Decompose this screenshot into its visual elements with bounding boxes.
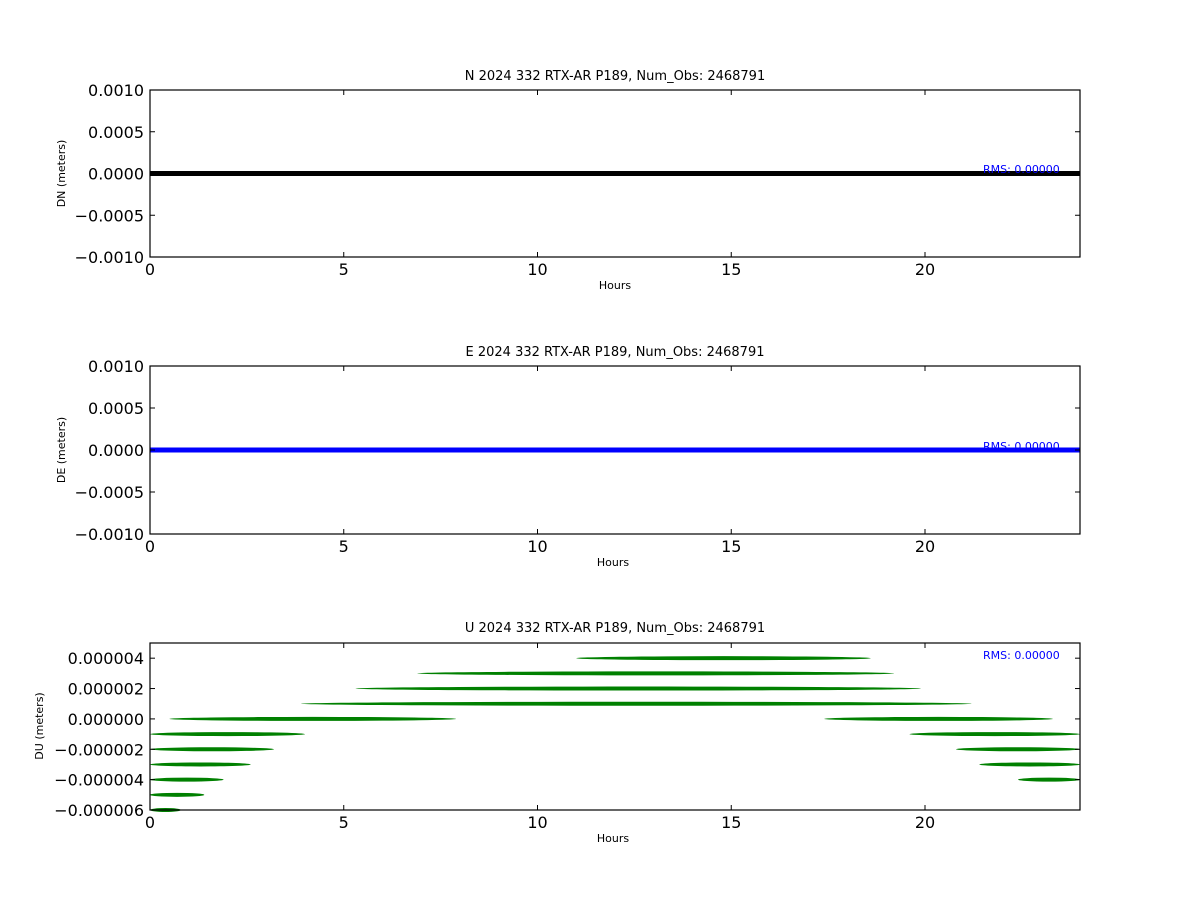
data-band	[169, 716, 457, 721]
y-tick-label: 0.0010	[88, 357, 144, 376]
x-axis: 0 5 10 15 20	[145, 90, 935, 279]
data-band	[150, 792, 205, 797]
x-axis: 0 5 10 15 20	[145, 643, 935, 832]
x-axis-label: Hours	[599, 279, 631, 292]
y-tick-label: 0.000002	[68, 680, 144, 699]
y-tick-label: 0.0000	[88, 165, 144, 184]
subplot-u: U 2024 332 RTX-AR P189, Num_Obs: 2468791…	[33, 621, 1081, 845]
chart-title: N 2024 332 RTX-AR P189, Num_Obs: 2468791	[465, 69, 765, 84]
x-tick-label: 15	[721, 813, 741, 832]
data-band	[417, 671, 894, 676]
x-axis: 0 5 10 15 20	[145, 366, 935, 556]
x-tick-label: 20	[915, 260, 935, 279]
data-band	[150, 762, 251, 767]
y-tick-label: −0.0010	[75, 525, 144, 544]
x-tick-label: 0	[145, 813, 155, 832]
y-tick-label: 0.0005	[88, 399, 144, 418]
y-tick-label: 0.0000	[88, 441, 144, 460]
x-tick-label: 5	[339, 260, 349, 279]
y-axis: 0.0010 0.0005 0.0000 −0.0005 −0.0010	[75, 81, 1080, 267]
y-tick-label: −0.000006	[54, 801, 144, 820]
data-series	[150, 656, 1080, 812]
x-tick-label: 0	[145, 537, 155, 556]
x-tick-label: 10	[527, 260, 547, 279]
y-tick-label: 0.000004	[68, 649, 144, 668]
x-tick-label: 15	[721, 260, 741, 279]
x-axis-label: Hours	[597, 556, 629, 569]
data-band	[576, 656, 871, 661]
y-tick-label: 0.000000	[68, 710, 144, 729]
y-tick-label: 0.0005	[88, 123, 144, 142]
data-band	[1018, 777, 1080, 782]
subplot-e: E 2024 332 RTX-AR P189, Num_Obs: 2468791…	[55, 345, 1081, 569]
x-tick-label: 5	[339, 813, 349, 832]
y-axis-label: DU (meters)	[33, 692, 46, 759]
data-band	[150, 777, 224, 782]
chart-title: U 2024 332 RTX-AR P189, Num_Obs: 2468791	[465, 621, 765, 636]
x-tick-label: 5	[339, 537, 349, 556]
y-axis: 0.000004 0.000002 0.000000 −0.000002 −0.0000…	[54, 649, 1080, 820]
y-tick-label: 0.0010	[88, 81, 144, 100]
x-tick-label: 15	[721, 537, 741, 556]
data-band	[979, 762, 1080, 767]
x-tick-label: 0	[145, 260, 155, 279]
data-band	[824, 716, 1053, 721]
y-tick-label: −0.000002	[54, 740, 144, 759]
x-axis-label: Hours	[597, 832, 629, 845]
rms-annotation: RMS: 0.00000	[983, 649, 1060, 662]
x-tick-label: 10	[527, 537, 547, 556]
x-tick-label: 10	[527, 813, 547, 832]
y-axis: 0.0010 0.0005 0.0000 −0.0005 −0.0010	[75, 357, 1080, 544]
y-axis-label: DE (meters)	[55, 417, 68, 483]
x-tick-label: 20	[915, 813, 935, 832]
data-band	[150, 747, 274, 752]
data-band	[956, 747, 1080, 752]
data-band	[150, 732, 305, 737]
y-axis-label: DN (meters)	[55, 140, 68, 208]
subplot-n: N 2024 332 RTX-AR P189, Num_Obs: 2468791…	[55, 69, 1081, 292]
chart-title: E 2024 332 RTX-AR P189, Num_Obs: 2468791	[466, 345, 765, 360]
x-tick-label: 20	[915, 537, 935, 556]
y-tick-label: −0.0005	[75, 206, 144, 225]
plot-frame	[149, 642, 1081, 811]
rms-annotation: RMS: 0.00000	[983, 440, 1060, 453]
data-band	[909, 732, 1080, 737]
data-band	[355, 686, 922, 691]
data-band	[301, 701, 972, 706]
y-tick-label: −0.0005	[75, 483, 144, 502]
rms-annotation: RMS: 0.00000	[983, 163, 1060, 176]
y-tick-label: −0.000004	[54, 771, 144, 790]
y-tick-label: −0.0010	[75, 248, 144, 267]
